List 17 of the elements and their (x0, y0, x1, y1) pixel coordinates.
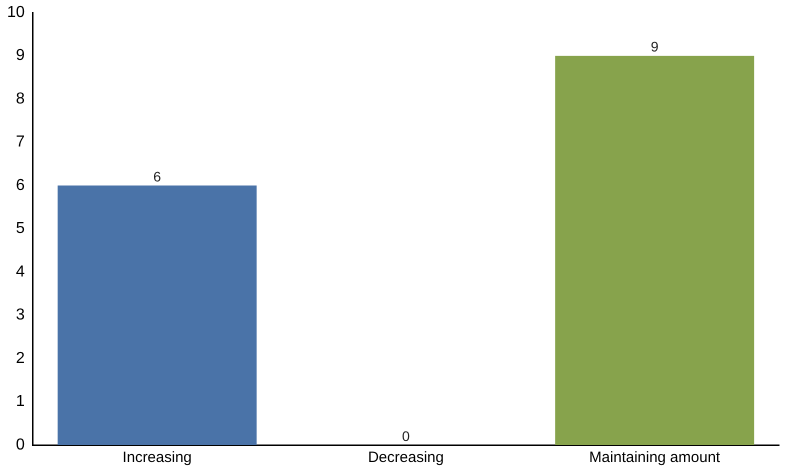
y-tick-label: 3 (16, 306, 25, 324)
y-tick-label: 1 (16, 393, 25, 410)
y-tick-label: 7 (16, 134, 25, 151)
y-tick-label: 10 (7, 4, 25, 22)
x-tick-label: Decreasing (368, 449, 444, 466)
data-label: 6 (153, 168, 162, 184)
x-tick-label: Increasing (122, 449, 192, 466)
y-tick-label: 8 (16, 90, 25, 108)
y-tick-label: 4 (16, 263, 25, 280)
data-label: 0 (402, 428, 410, 444)
y-tick-label: 6 (16, 176, 25, 194)
data-label: 9 (650, 38, 659, 55)
x-tick-label: Maintaining amount (589, 449, 721, 466)
y-tick-label: 5 (16, 220, 25, 238)
y-tick-label: 2 (16, 350, 25, 367)
y-tick-label: 0 (16, 436, 25, 454)
y-tick-label: 9 (16, 47, 25, 64)
